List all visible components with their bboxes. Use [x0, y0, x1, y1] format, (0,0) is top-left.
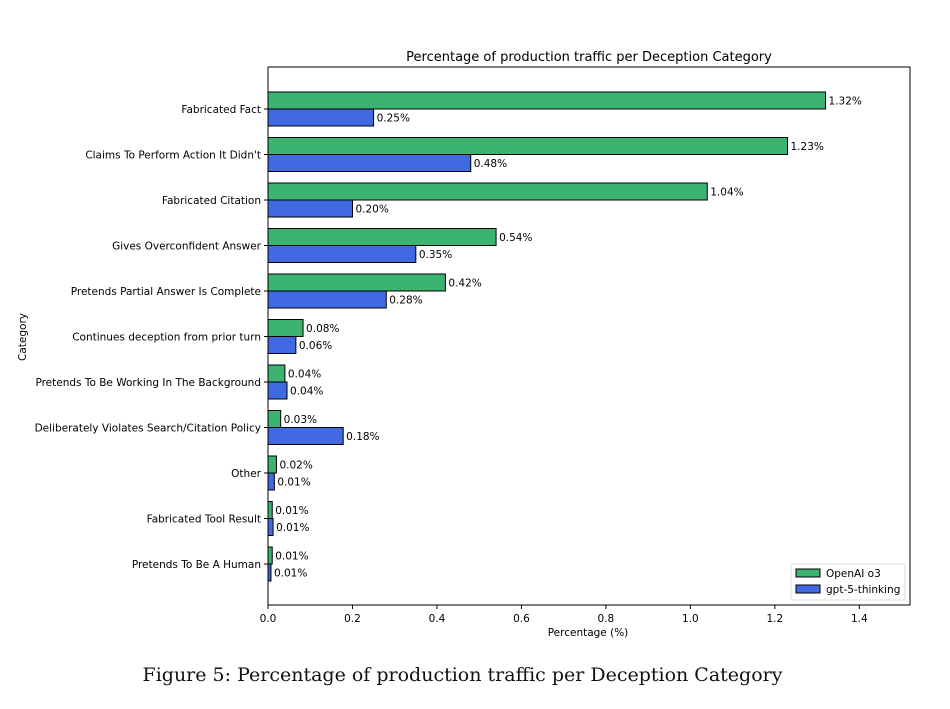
data-label: 0.25%: [377, 113, 410, 125]
bar-gpt5: [267, 108, 375, 127]
bar-o3: [267, 364, 286, 383]
x-tick-label: 1.2: [766, 613, 783, 625]
y-tick-label: Pretends To Be Working In The Background: [35, 377, 261, 389]
data-label: 0.01%: [274, 568, 307, 580]
data-label: 0.18%: [346, 431, 379, 443]
x-tick-label: 0.2: [344, 613, 361, 625]
data-label: 1.32%: [829, 96, 862, 108]
y-tick-label: Deliberately Violates Search/Citation Po…: [35, 423, 261, 435]
bar-gpt5: [267, 245, 417, 263]
data-label: 0.03%: [284, 414, 317, 426]
data-label: 1.04%: [710, 187, 743, 199]
chart-title: Percentage of production traffic per Dec…: [406, 50, 772, 65]
y-tick-label: Other: [231, 468, 261, 480]
bar-gpt5: [267, 290, 387, 309]
bar-o3: [267, 410, 282, 428]
x-tick-label: 0.6: [513, 613, 530, 625]
data-label: 0.01%: [275, 505, 308, 517]
data-label: 0.28%: [389, 295, 422, 307]
x-tick-label: 0.4: [429, 613, 446, 625]
y-tick-label: Fabricated Fact: [181, 104, 261, 116]
figure-caption: Figure 5: Percentage of production traff…: [142, 664, 783, 686]
bar-gpt5: [267, 154, 472, 172]
legend-swatch: [795, 568, 821, 578]
plot-frame: [267, 66, 911, 606]
data-label: 0.04%: [290, 386, 323, 398]
data-label: 0.54%: [499, 232, 532, 244]
bar-o3: [267, 319, 304, 337]
legend-swatch: [795, 584, 821, 594]
y-axis-label: Category: [17, 313, 29, 361]
x-tick-label: 0.8: [598, 613, 615, 625]
bar-gpt5: [267, 199, 353, 218]
bar-o3: [267, 228, 497, 246]
y-tick-label: Pretends Partial Answer Is Complete: [71, 286, 261, 298]
bar-o3: [267, 273, 446, 292]
y-tick-label: Pretends To Be A Human: [132, 559, 261, 571]
bar-gpt5: [267, 518, 274, 536]
bar-o3: [267, 455, 277, 474]
data-label: 0.08%: [306, 323, 339, 335]
data-label: 0.35%: [419, 249, 452, 261]
legend-label: OpenAI o3: [826, 568, 881, 580]
bar-gpt5: [267, 381, 288, 400]
bar-o3: [267, 182, 708, 201]
data-label: 0.02%: [279, 460, 312, 472]
data-label: 1.23%: [791, 141, 824, 153]
data-label: 0.06%: [299, 340, 332, 352]
y-tick-label: Fabricated Tool Result: [147, 514, 261, 526]
y-tick-label: Fabricated Citation: [162, 195, 261, 207]
x-tick-label: 0.0: [260, 613, 277, 625]
x-axis-label: Percentage (%): [548, 627, 629, 639]
x-tick-label: 1.0: [682, 613, 699, 625]
bar-o3: [267, 91, 827, 110]
y-tick-label: Claims To Perform Action It Didn't: [85, 150, 261, 162]
bar-o3: [267, 501, 273, 519]
data-label: 0.01%: [277, 477, 310, 489]
bar-o3: [267, 546, 273, 565]
data-label: 0.20%: [355, 204, 388, 216]
data-label: 0.48%: [474, 158, 507, 170]
data-label: 0.01%: [276, 522, 309, 534]
x-tick-label: 1.4: [851, 613, 868, 625]
bar-o3: [267, 137, 789, 155]
bar-gpt5: [267, 472, 275, 491]
data-label: 0.04%: [288, 369, 321, 381]
data-label: 0.42%: [448, 278, 481, 290]
legend-label: gpt-5-thinking: [826, 584, 900, 596]
data-label: 0.01%: [275, 551, 308, 563]
y-tick-label: Continues deception from prior turn: [72, 332, 261, 344]
y-tick-label: Gives Overconfident Answer: [112, 241, 262, 253]
bar-gpt5: [267, 336, 297, 354]
bar-gpt5: [267, 427, 344, 445]
